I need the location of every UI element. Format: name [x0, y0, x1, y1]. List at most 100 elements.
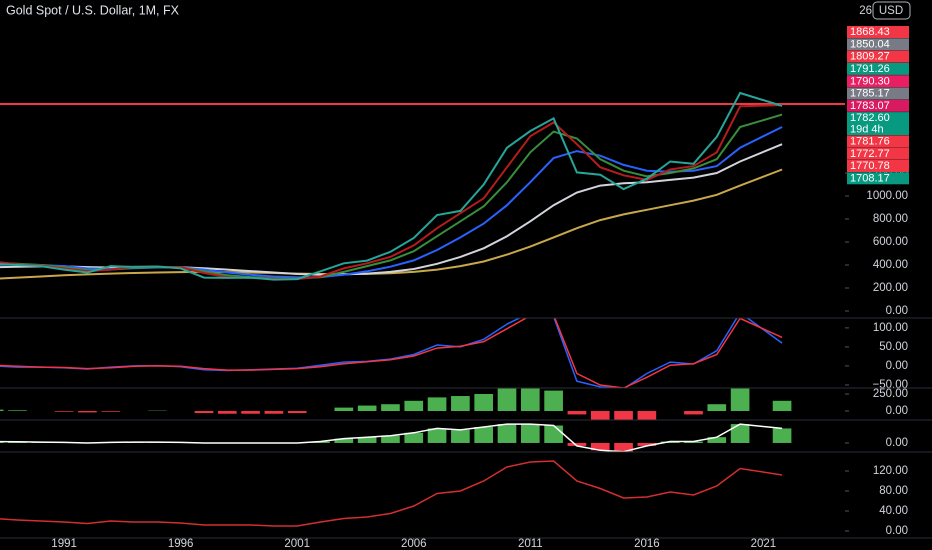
histogram-bar — [590, 411, 610, 420]
series-line — [0, 168, 783, 280]
price-label-box — [847, 147, 909, 160]
histogram-bar — [334, 438, 354, 443]
y-tick-label: 800.00 — [873, 213, 908, 225]
price-label: 1782.60 — [850, 112, 890, 124]
histogram-bar — [684, 411, 703, 415]
price-label-box — [847, 87, 909, 100]
series-line — [0, 104, 783, 281]
price-label-box — [847, 75, 909, 88]
price-label-box — [847, 26, 909, 38]
x-tick-label: 2011 — [518, 538, 543, 550]
histogram-bar — [520, 424, 540, 443]
histogram-bar — [427, 397, 447, 412]
histogram-bar — [707, 404, 727, 412]
price-label: 1772.77 — [850, 148, 890, 160]
price-label: 1785.17 — [850, 88, 890, 100]
series-line — [0, 423, 783, 452]
histogram-bar — [194, 411, 214, 414]
series-line — [0, 460, 783, 527]
x-tick-label: 2021 — [751, 538, 777, 550]
histogram-bar — [311, 441, 330, 443]
currency-button[interactable] — [872, 1, 911, 20]
pane — [0, 318, 783, 388]
histogram-bar — [544, 390, 563, 412]
price-label: 1809.27 — [850, 51, 890, 63]
x-tick-label: 1991 — [51, 538, 77, 550]
histogram-bar — [684, 441, 703, 443]
y-tick-label: 80.00 — [879, 485, 908, 497]
series-line — [0, 318, 783, 388]
histogram-bar — [451, 396, 470, 412]
y-tick-label: 600.00 — [873, 236, 908, 248]
price-label: 1868.43 — [850, 26, 890, 38]
y-tick-label: 0.00 — [886, 360, 908, 372]
histogram-bar — [404, 400, 424, 412]
y-tick-label: 1000.00 — [866, 190, 908, 202]
price-label-box — [847, 172, 909, 185]
series-line — [0, 113, 783, 280]
y-tick-label: 0.00 — [886, 437, 908, 449]
histogram-bar — [334, 407, 354, 412]
x-tick-label: 1996 — [168, 538, 194, 550]
price-label: 1781.76 — [850, 136, 890, 148]
histogram-bar — [772, 400, 792, 412]
price-label: 1708.17 — [850, 172, 890, 184]
y-tick-label: 200.00 — [873, 282, 908, 294]
histogram-bar — [614, 442, 633, 452]
histogram-bar — [544, 425, 563, 443]
scale-top: 26 — [859, 5, 872, 17]
histogram-bar — [217, 411, 237, 414]
currency[interactable]: USD — [879, 5, 903, 17]
histogram-bar — [357, 437, 377, 443]
histogram-bar — [520, 388, 540, 412]
price-label-box — [847, 112, 909, 136]
histogram-bar — [567, 442, 587, 446]
price-label-box — [847, 160, 909, 172]
histogram-bar — [381, 404, 400, 412]
symbol-title: Gold Spot / U.S. Dollar, 1M, FX — [6, 3, 180, 17]
x-tick-label: 2001 — [284, 538, 310, 550]
pane — [0, 423, 792, 452]
y-tick-label: 100.00 — [873, 322, 908, 334]
histogram-bar — [404, 432, 424, 443]
x-tick-label: 2016 — [634, 538, 660, 550]
histogram-bar — [707, 437, 727, 443]
histogram-bar — [78, 411, 97, 413]
histogram-bar — [54, 411, 74, 412]
price-label: 1790.30 — [850, 75, 890, 87]
price-label-box — [847, 62, 909, 75]
histogram-bar — [497, 388, 517, 412]
histogram-bar — [287, 411, 307, 414]
histogram-bar — [474, 426, 494, 443]
y-tick-label: 250.00 — [873, 388, 908, 400]
series-line — [0, 318, 783, 388]
y-tick-label: 0.00 — [886, 525, 908, 537]
histogram-bar — [381, 435, 400, 443]
y-tick-label: 400.00 — [873, 259, 908, 271]
price-label-box — [847, 50, 909, 63]
histogram-bar — [264, 411, 284, 414]
histogram-bar — [474, 393, 494, 412]
price-label: 1850.04 — [850, 38, 890, 50]
histogram-bar — [497, 424, 517, 443]
countdown: 19d 4h — [850, 124, 884, 136]
histogram-bar — [0, 409, 4, 412]
price-label: 1791.26 — [850, 63, 890, 75]
price-label: 1770.78 — [850, 160, 890, 172]
histogram-bar — [451, 429, 470, 443]
histogram-bar — [730, 424, 750, 443]
series-line — [0, 126, 783, 279]
y-tick-label: 0.00 — [886, 305, 908, 317]
series-line — [0, 91, 783, 281]
histogram-bar — [101, 411, 121, 412]
price-label-box — [847, 135, 909, 148]
y-tick-label: 50.00 — [879, 341, 908, 353]
y-tick-label: 0.00 — [886, 405, 908, 417]
histogram-bar — [590, 442, 610, 451]
histogram-bar — [8, 410, 27, 412]
price-label-box — [847, 99, 909, 112]
histogram-bar — [637, 442, 657, 446]
price-label-box — [847, 38, 909, 51]
histogram-bar — [730, 388, 750, 412]
